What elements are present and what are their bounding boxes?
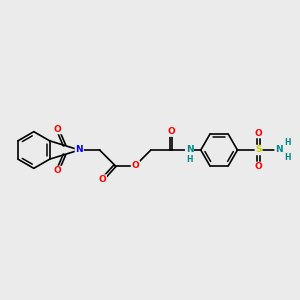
Text: N: N (275, 146, 283, 154)
Text: O: O (98, 175, 106, 184)
Text: O: O (54, 124, 61, 134)
Text: S: S (255, 146, 262, 154)
Text: N: N (186, 146, 193, 154)
Text: N: N (76, 146, 83, 154)
Text: H: H (284, 153, 291, 162)
Text: O: O (255, 129, 262, 138)
Text: O: O (255, 162, 262, 171)
Text: H: H (284, 138, 291, 147)
Text: O: O (167, 127, 175, 136)
Text: O: O (131, 161, 139, 170)
Text: H: H (186, 154, 193, 164)
Text: O: O (54, 167, 61, 176)
